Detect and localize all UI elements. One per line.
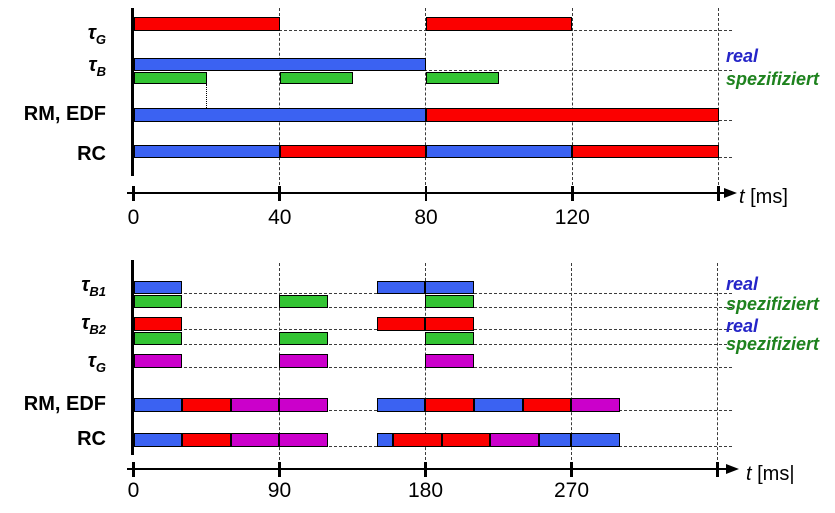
task-bar-rm_edf-0 [133,108,427,122]
row-label-rm_edf: RM, EDF [23,103,106,125]
task-bar-rm_edf-7 [522,398,572,412]
row-label-tau_B2_real: τB2 [81,312,106,337]
gridline [425,8,427,190]
task-bar-tau_B_spezifiziert-0 [133,72,207,84]
gridline [279,8,281,190]
task-bar-rm_edf-1 [426,108,719,122]
task-bar-rm_edf-6 [474,398,523,412]
y-axis-line [131,260,134,455]
task-bar-tau_B2_real-0 [133,317,183,331]
task-bar-tau_G-0 [133,354,183,368]
axis-tick [424,461,427,477]
task-bar-tau_G-1 [426,17,573,31]
axis-unit-label: t [ms| [746,463,795,485]
task-bar-rc-0 [133,433,183,447]
row-label-rc: RC [77,143,106,165]
row-label-rm_edf: RM, EDF [23,393,106,415]
task-bar-rm_edf-4 [376,398,426,412]
task-bar-rm_edf-8 [571,398,621,412]
row-label-tau_G: τG [87,350,106,375]
axis-tick-label: 40 [268,206,292,229]
task-bar-tau_B_spezifiziert-2 [426,72,500,84]
axis-tick-label: 90 [267,479,292,502]
axis-tick [278,185,282,201]
row-label-tau_G: τG [87,22,106,47]
task-bar-tau_B2_spezifiziert-2 [425,332,475,345]
axis-arrowhead [724,187,737,198]
axis-tick-label: 180 [407,479,444,502]
axis-tick [132,185,135,201]
gridline [717,8,719,190]
task-bar-rm_edf-5 [425,398,475,412]
task-bar-rm_edf-3 [279,398,329,412]
task-bar-tau_B2_real-2 [425,317,475,331]
task-bar-tau_B1_spezifiziert-1 [279,295,329,308]
row-label-tau_B1_real: τB1 [81,274,106,299]
task-bar-rc-6 [441,433,491,447]
row-baseline [133,69,732,71]
axis-tick-label: 120 [554,206,590,229]
axis-tick [570,461,573,477]
axis-tick [424,185,428,201]
task-bar-tau_B_spezifiziert-1 [279,72,353,84]
axis-tick [132,461,135,477]
task-bar-tau_B_real-0 [133,58,427,71]
task-bar-rc-4 [376,433,394,447]
task-bar-rc-2 [230,433,280,447]
legend-spezifiziert-label: spezifiziert [726,69,820,89]
task-bar-rc-3 [572,145,719,158]
axis-tick-label: 270 [553,479,590,502]
legend-real-label: real [726,316,759,336]
task-bar-rc-0 [133,145,280,158]
y-axis-line [131,8,134,176]
dotted-marker-line [205,84,207,108]
task-bar-tau_B1_spezifiziert-0 [133,295,183,308]
axis-tick [716,461,719,477]
axis-tick [571,185,574,201]
task-bar-rm_edf-0 [133,398,183,412]
axis-tick [717,185,720,201]
gridline [570,263,572,465]
legend-spezifiziert-label: spezifiziert [726,294,820,314]
task-bar-tau_B1_real-1 [376,281,426,294]
task-bar-rc-7 [490,433,540,447]
axis-arrowhead [726,463,739,474]
axis-tick-label: 0 [127,479,140,502]
row-label-tau_B_real: τB [88,54,106,79]
task-bar-rc-1 [182,433,231,447]
task-bar-rc-5 [393,433,442,447]
legend-spezifiziert-label: spezifiziert [726,334,820,354]
task-bar-tau_B1_real-0 [133,281,183,294]
axis-tick [278,461,281,477]
task-bar-tau_B2_spezifiziert-0 [133,332,183,345]
task-bar-tau_B2_real-1 [376,317,426,331]
gridline [571,8,573,190]
task-bar-tau_G-1 [279,354,329,368]
axis-tick-label: 80 [414,206,438,229]
legend-real-label: real [726,46,759,66]
task-bar-tau_G-2 [425,354,475,368]
task-bar-tau_G-0 [133,17,280,31]
task-bar-rc-3 [279,433,329,447]
gridline [716,263,718,465]
gridline [424,263,426,465]
legend-real-label: real [726,274,759,294]
task-bar-rc-9 [571,433,621,447]
gridline [278,263,280,465]
time-axis-line [127,467,728,471]
task-bar-tau_B1_real-2 [425,281,475,294]
axis-unit-label: t [ms] [739,186,788,208]
task-bar-rc-2 [426,145,573,158]
task-bar-rm_edf-1 [182,398,231,412]
task-bar-rm_edf-2 [230,398,280,412]
row-label-rc: RC [77,428,106,450]
task-bar-rc-8 [539,433,572,447]
task-bar-tau_B2_spezifiziert-1 [279,332,329,345]
axis-tick-label: 0 [127,206,140,229]
task-bar-rc-1 [279,145,427,158]
task-bar-tau_B1_spezifiziert-2 [425,295,475,308]
